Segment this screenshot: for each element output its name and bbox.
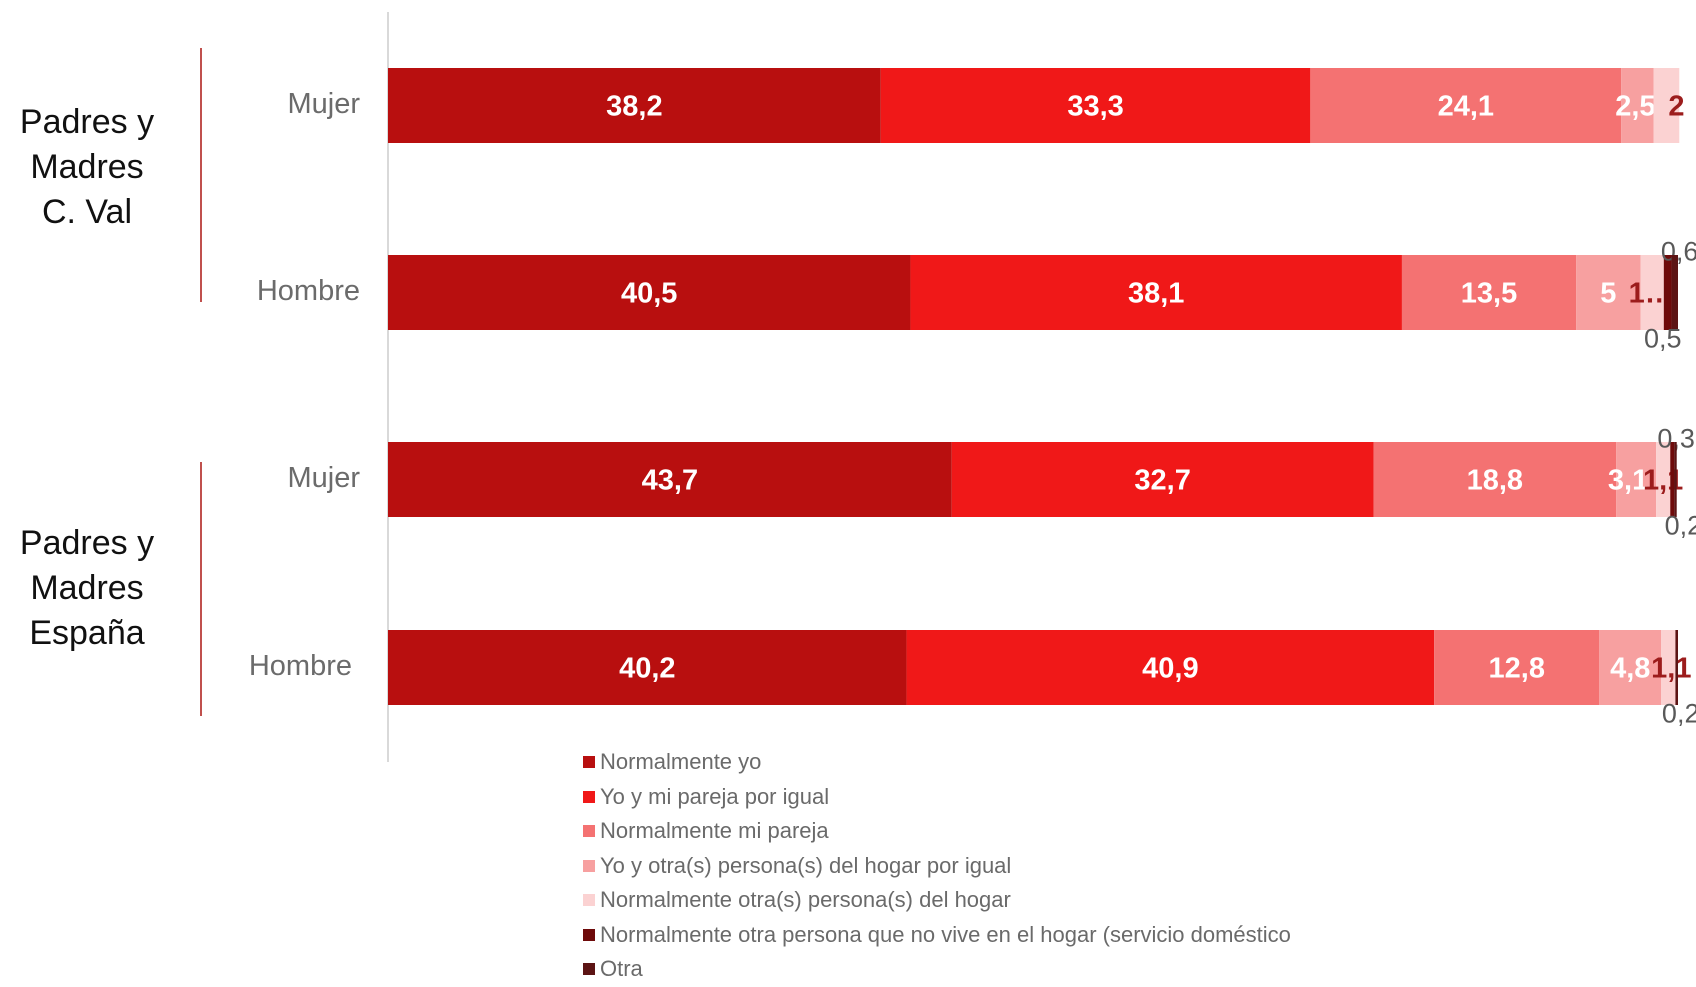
bar-segment: [951, 442, 1374, 517]
legend-item: Yo y mi pareja por igual: [583, 780, 1291, 815]
data-label: 3,1: [1608, 465, 1648, 497]
legend-item: Normalmente mi pareja: [583, 814, 1291, 849]
bar-segment: [388, 630, 907, 705]
legend-item: Normalmente otra(s) persona(s) del hogar: [583, 883, 1291, 918]
legend-swatch: [583, 790, 595, 803]
bar-segment: [1640, 255, 1664, 330]
legend-item: Normalmente yo: [583, 745, 1291, 780]
data-label: 40,5: [621, 278, 677, 310]
bar-segment: [388, 68, 881, 143]
bar-segment: [1599, 630, 1662, 705]
bar-segment: [388, 255, 911, 330]
group-label-espana: Padres y Madres España: [19, 524, 155, 652]
bar-segment: [1674, 442, 1677, 517]
bar-segment: [1653, 68, 1680, 143]
data-label: 2: [1668, 91, 1684, 123]
legend-label: Yo y mi pareja por igual: [600, 783, 830, 809]
legend-swatch: [583, 963, 595, 976]
legend-swatch: [583, 859, 595, 872]
legend-label: Normalmente otra persona que no vive en …: [600, 921, 1291, 947]
legend-swatch: [583, 756, 595, 769]
bar-segment: [880, 68, 1311, 143]
category-label-cval-hombre: Hombre: [256, 275, 360, 307]
legend-item: Otra: [583, 952, 1291, 987]
legend-label: Yo y otra(s) persona(s) del hogar por ig…: [600, 852, 1012, 878]
legend-label: Otra: [600, 956, 643, 982]
group-label-cval: Padres y Madres C. Val: [19, 103, 155, 231]
legend-label: Normalmente mi pareja: [600, 818, 829, 844]
legend-label: Normalmente otra(s) persona(s) del hogar: [600, 887, 1011, 913]
bar-segment: [1434, 630, 1600, 705]
data-label: 0,2: [1665, 511, 1696, 541]
bar-segment: [1373, 442, 1617, 517]
data-label: 40,2: [619, 653, 675, 685]
data-label: 0,2: [1662, 699, 1696, 729]
data-label: 0,5: [1644, 324, 1682, 354]
bar-segment: [1656, 442, 1671, 517]
legend: Normalmente yo Yo y mi pareja por igual …: [583, 745, 1291, 987]
bar-segment: [906, 630, 1435, 705]
data-label: 24,1: [1438, 91, 1494, 123]
data-label: 13,5: [1461, 278, 1517, 310]
bar-segment: [1621, 68, 1654, 143]
legend-swatch: [583, 825, 595, 838]
data-label: 12,8: [1489, 653, 1545, 685]
category-label-espana-mujer: Mujer: [287, 462, 360, 494]
data-label: 38,2: [606, 91, 662, 123]
data-label: 40,9: [1142, 653, 1198, 685]
data-label: 18,8: [1467, 465, 1523, 497]
bar-segment: [1670, 442, 1675, 517]
legend-item: Normalmente otra persona que no vive en …: [583, 918, 1291, 953]
legend-swatch: [583, 894, 595, 907]
data-label: 0,6: [1661, 237, 1696, 267]
data-label: 43,7: [642, 465, 698, 497]
bar-segment: [1616, 442, 1657, 517]
bar-segment: [1675, 630, 1678, 705]
legend-item: Yo y otra(s) persona(s) del hogar por ig…: [583, 849, 1291, 884]
category-label-espana-hombre: Hombre: [248, 650, 352, 682]
bar-segment: [910, 255, 1402, 330]
data-label: 33,3: [1067, 91, 1123, 123]
bar-segment: [1661, 630, 1676, 705]
bar-segment: [1671, 255, 1678, 330]
legend-swatch: [583, 928, 595, 941]
data-label: 32,7: [1134, 465, 1190, 497]
data-label: 1,1: [1643, 465, 1683, 497]
bar-segment: [1310, 68, 1622, 143]
data-label: 5: [1600, 278, 1616, 310]
legend-label: Normalmente yo: [600, 749, 762, 775]
category-label-cval-mujer: Mujer: [287, 88, 360, 120]
bar-segment: [1663, 255, 1672, 330]
data-label: 2,5: [1615, 91, 1655, 123]
data-label: 38,1: [1128, 278, 1184, 310]
bar-segment: [388, 442, 952, 517]
bar-segment: [1401, 255, 1577, 330]
data-label: 4,8: [1610, 653, 1650, 685]
data-label: 1,1: [1651, 653, 1691, 685]
bar-segment: [1576, 255, 1641, 330]
